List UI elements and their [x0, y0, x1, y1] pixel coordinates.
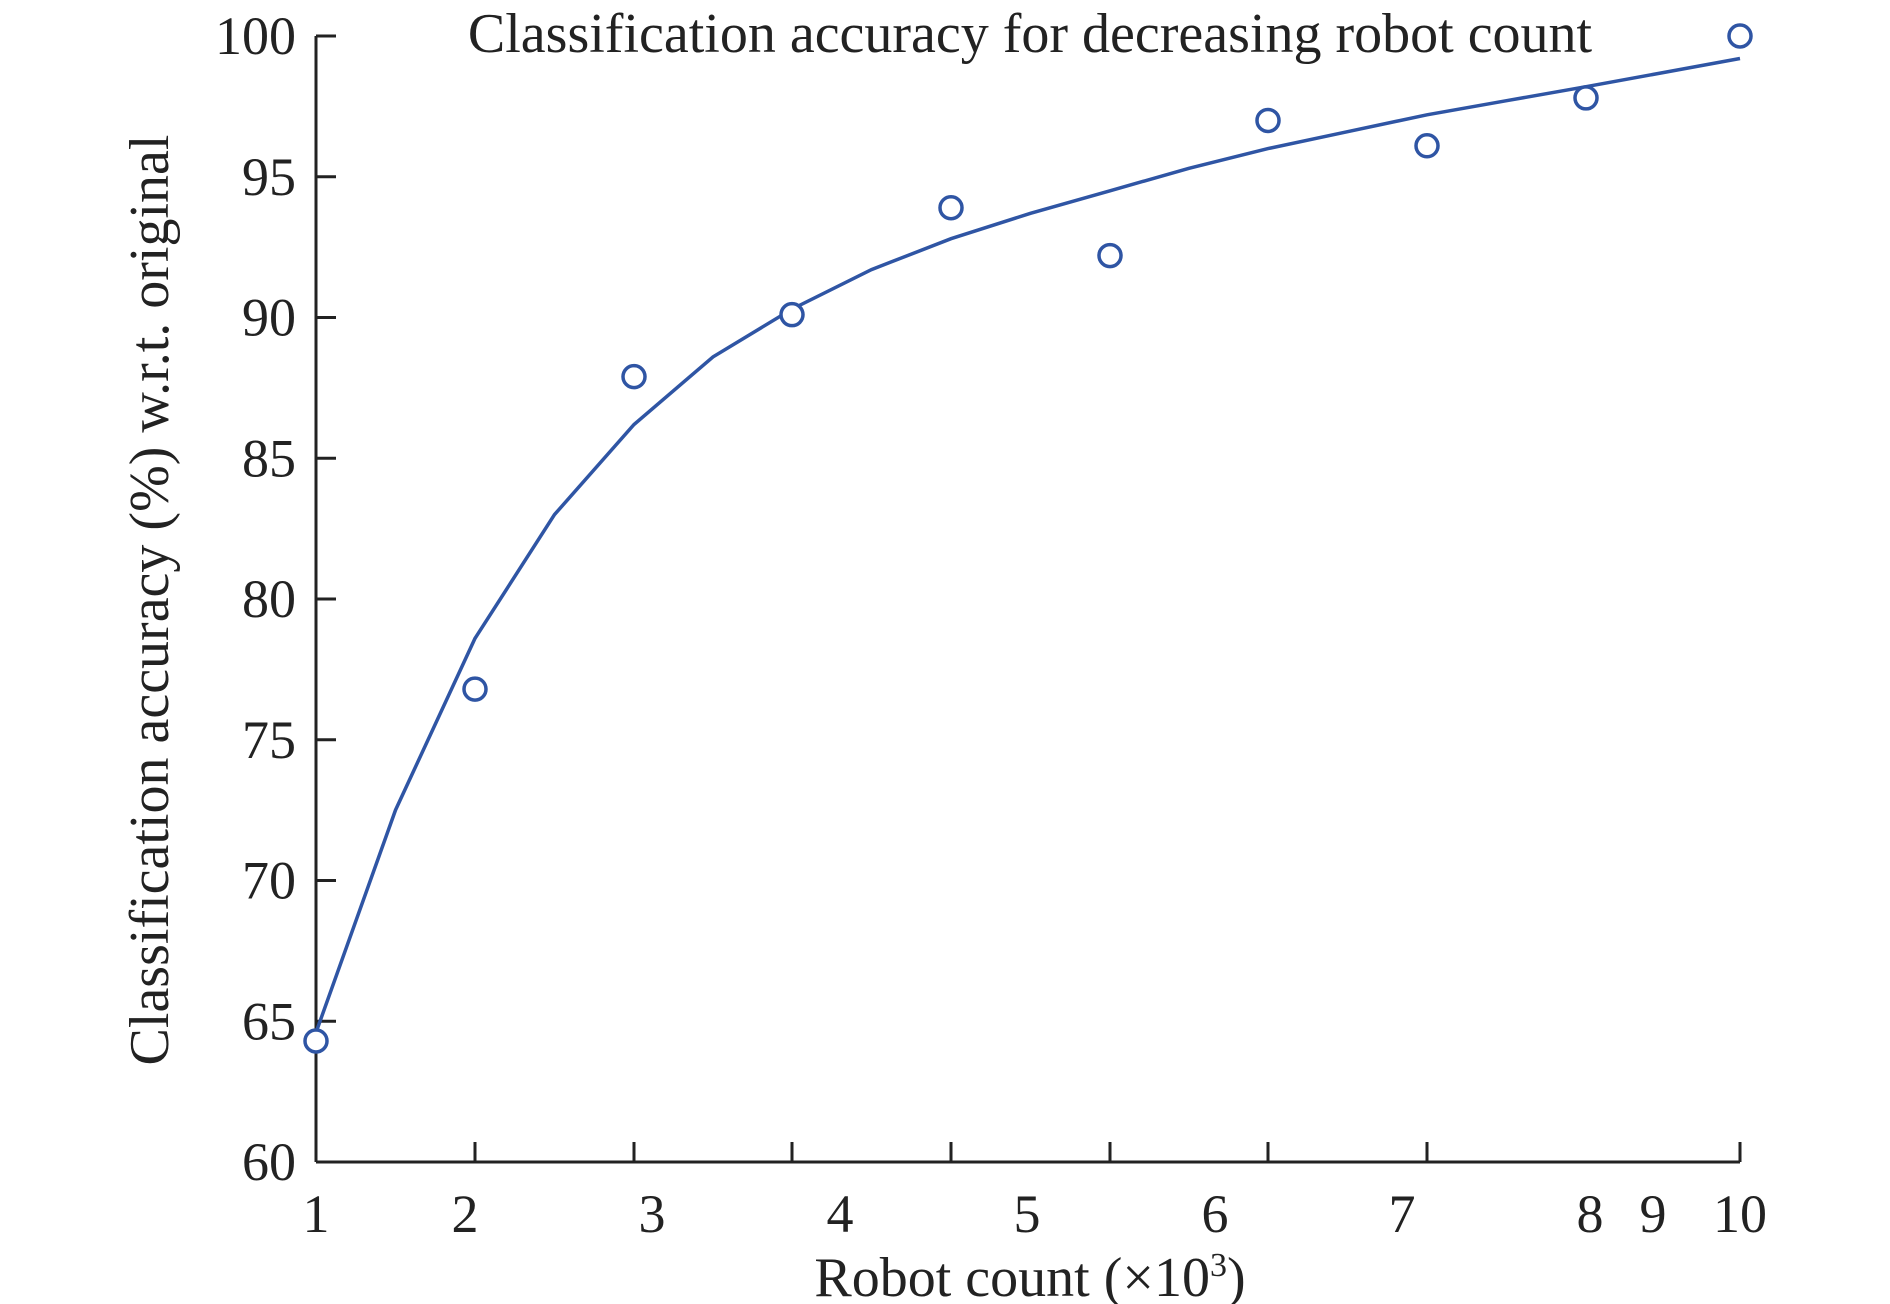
data-point [462, 676, 488, 702]
data-point [1414, 133, 1440, 159]
x-tick-label: 5 [1014, 1184, 1041, 1244]
y-tick-label: 75 [242, 710, 296, 770]
data-point [303, 1028, 329, 1054]
x-axis-label-superscript: 3 [1210, 1247, 1227, 1284]
x-tick-label: 1 [303, 1184, 330, 1244]
y-tick-label: 65 [242, 991, 296, 1051]
y-tick-label: 70 [242, 851, 296, 911]
data-point [1097, 242, 1123, 269]
x-tick-label: 2 [452, 1184, 479, 1244]
y-tick-label: 80 [242, 569, 296, 629]
x-tick-label: 10 [1713, 1184, 1767, 1244]
data-point [1727, 23, 1753, 49]
axes [314, 36, 1740, 1164]
x-axis-label-suffix: ) [1227, 1247, 1246, 1304]
y-tick-label: 100 [215, 6, 296, 66]
y-tick-label: 60 [242, 1132, 296, 1192]
x-axis-label-main: Robot count (×10 [814, 1247, 1210, 1304]
y-tick-label: 90 [242, 288, 296, 348]
x-tick-label: 6 [1202, 1184, 1229, 1244]
chart-title: Classification accuracy for decreasing r… [468, 3, 1593, 65]
x-axis-label: Robot count (×103) [814, 1247, 1245, 1304]
data-point [1573, 85, 1599, 111]
x-tick-label: 3 [639, 1184, 666, 1244]
x-tick-label: 4 [827, 1184, 854, 1244]
data-point [621, 363, 647, 390]
y-axis-label: Classification accuracy (%) w.r.t. origi… [119, 135, 181, 1066]
data-point [938, 194, 964, 221]
y-tick-label: 85 [242, 428, 296, 488]
data-point [779, 301, 805, 328]
data-points [303, 23, 1753, 1054]
x-tick-label: 8 [1577, 1184, 1604, 1244]
x-ticks: 1 2 3 4 5 6 7 8 9 10 [303, 1142, 1767, 1244]
fit-curve [314, 56, 1741, 1034]
y-ticks: 60 65 70 75 80 85 90 95 100 [215, 6, 336, 1192]
y-tick-label: 95 [242, 147, 296, 207]
x-tick-label: 7 [1389, 1184, 1416, 1244]
data-point [1255, 107, 1281, 134]
x-tick-label: 9 [1640, 1184, 1667, 1244]
